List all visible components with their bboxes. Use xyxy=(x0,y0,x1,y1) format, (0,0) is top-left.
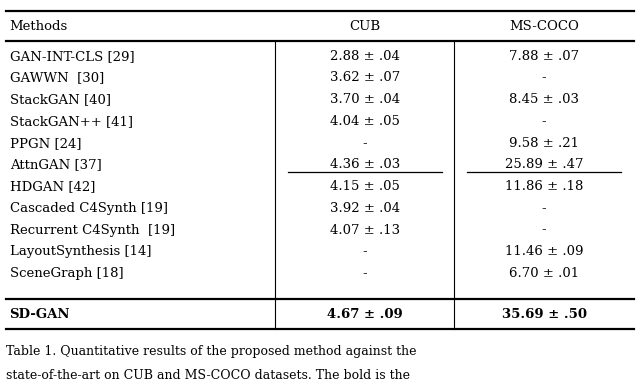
Text: 25.89 ± .47: 25.89 ± .47 xyxy=(505,158,583,171)
Text: SceneGraph [18]: SceneGraph [18] xyxy=(10,267,124,280)
Text: state-of-the-art on CUB and MS-COCO datasets. The bold is the: state-of-the-art on CUB and MS-COCO data… xyxy=(6,369,410,379)
Text: -: - xyxy=(362,137,367,150)
Text: 7.88 ± .07: 7.88 ± .07 xyxy=(509,50,579,63)
Text: 35.69 ± .50: 35.69 ± .50 xyxy=(502,308,586,321)
Text: -: - xyxy=(541,224,547,236)
Text: 4.67 ± .09: 4.67 ± .09 xyxy=(327,308,403,321)
Text: GAWWN  [30]: GAWWN [30] xyxy=(10,71,104,85)
Text: AttnGAN [37]: AttnGAN [37] xyxy=(10,158,101,171)
Text: CUB: CUB xyxy=(349,20,380,33)
Text: Table 1. Quantitative results of the proposed method against the: Table 1. Quantitative results of the pro… xyxy=(6,345,417,358)
Text: 4.15 ± .05: 4.15 ± .05 xyxy=(330,180,400,193)
Text: PPGN [24]: PPGN [24] xyxy=(10,137,81,150)
Text: 6.70 ± .01: 6.70 ± .01 xyxy=(509,267,579,280)
Text: SD-GAN: SD-GAN xyxy=(10,308,70,321)
Text: 9.58 ± .21: 9.58 ± .21 xyxy=(509,137,579,150)
Text: 3.92 ± .04: 3.92 ± .04 xyxy=(330,202,400,215)
Text: 3.62 ± .07: 3.62 ± .07 xyxy=(330,71,400,85)
Text: GAN-INT-CLS [29]: GAN-INT-CLS [29] xyxy=(10,50,134,63)
Text: 3.70 ± .04: 3.70 ± .04 xyxy=(330,93,400,106)
Text: -: - xyxy=(541,71,547,85)
Text: MS-COCO: MS-COCO xyxy=(509,20,579,33)
Text: HDGAN [42]: HDGAN [42] xyxy=(10,180,95,193)
Text: -: - xyxy=(541,202,547,215)
Text: 4.07 ± .13: 4.07 ± .13 xyxy=(330,224,400,236)
Text: LayoutSynthesis [14]: LayoutSynthesis [14] xyxy=(10,245,151,258)
Text: -: - xyxy=(541,115,547,128)
Text: StackGAN++ [41]: StackGAN++ [41] xyxy=(10,115,132,128)
Text: 11.46 ± .09: 11.46 ± .09 xyxy=(505,245,583,258)
Text: Cascaded C4Synth [19]: Cascaded C4Synth [19] xyxy=(10,202,168,215)
Text: StackGAN [40]: StackGAN [40] xyxy=(10,93,111,106)
Text: -: - xyxy=(362,245,367,258)
Text: Methods: Methods xyxy=(10,20,68,33)
Text: -: - xyxy=(362,267,367,280)
Text: 2.88 ± .04: 2.88 ± .04 xyxy=(330,50,400,63)
Text: 4.04 ± .05: 4.04 ± .05 xyxy=(330,115,400,128)
Text: 11.86 ± .18: 11.86 ± .18 xyxy=(505,180,583,193)
Text: Recurrent C4Synth  [19]: Recurrent C4Synth [19] xyxy=(10,224,175,236)
Text: 8.45 ± .03: 8.45 ± .03 xyxy=(509,93,579,106)
Text: 4.36 ± .03: 4.36 ± .03 xyxy=(330,158,400,171)
